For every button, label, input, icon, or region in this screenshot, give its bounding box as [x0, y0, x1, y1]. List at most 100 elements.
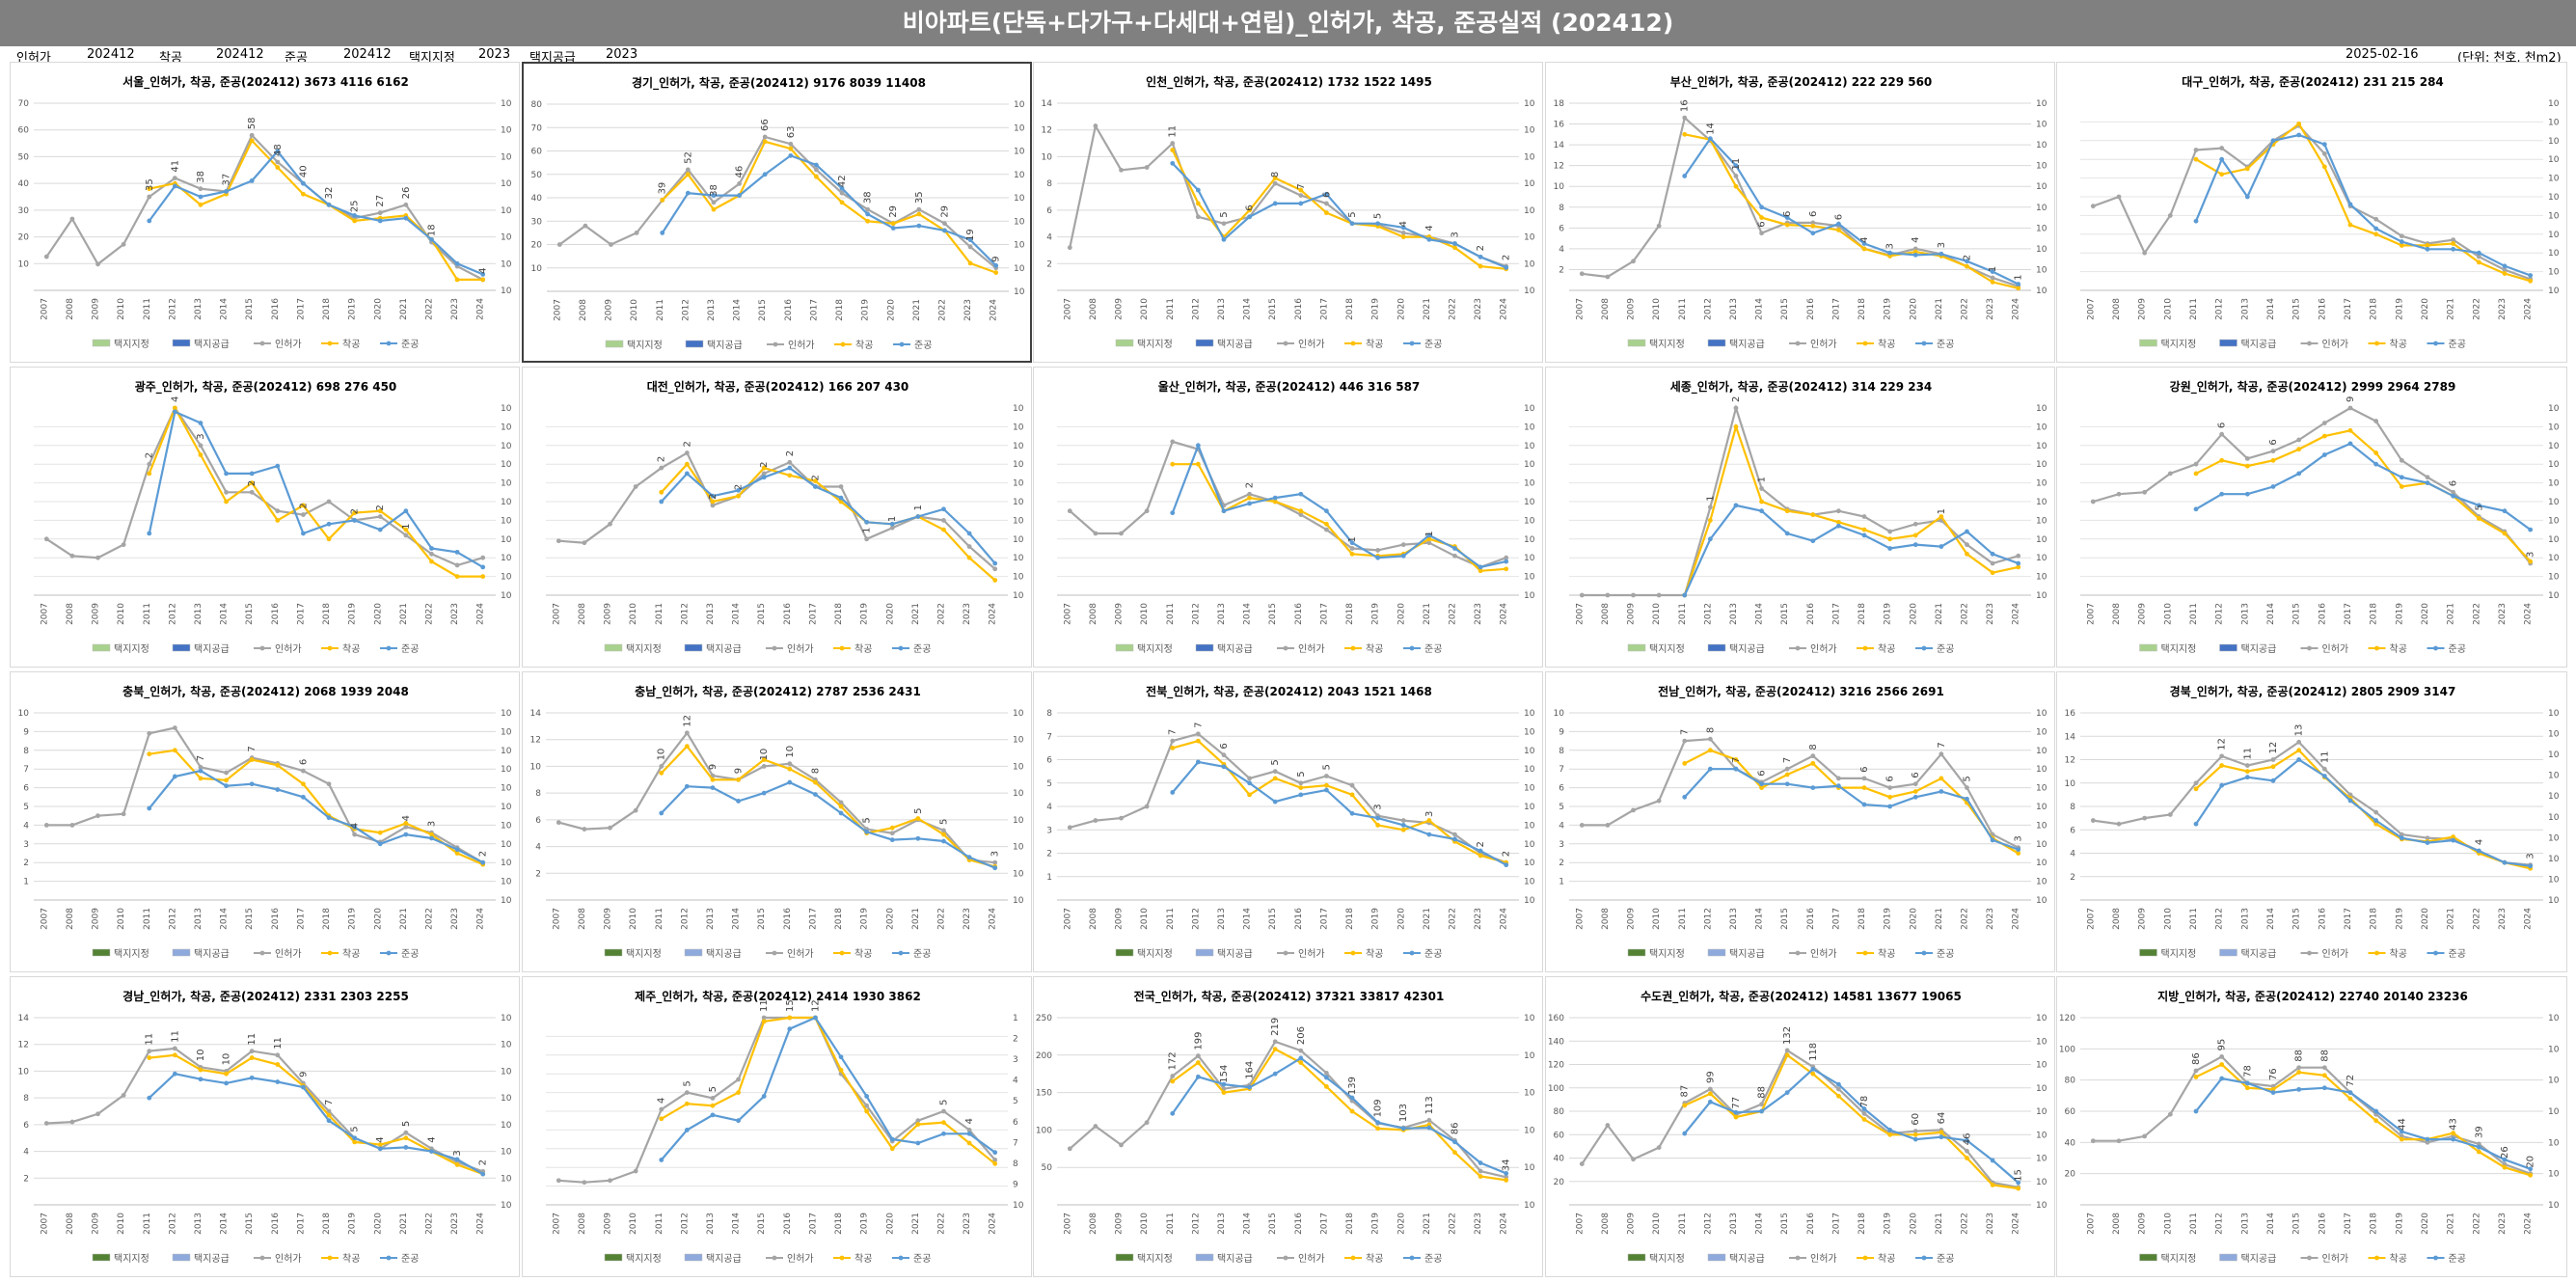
x-tick-label: 2024 — [2524, 603, 2534, 625]
legend-label: 택지지정 — [2161, 1253, 2197, 1265]
x-tick-label: 2022 — [1960, 1213, 1969, 1235]
data-point — [1965, 263, 1969, 269]
data-point — [1400, 823, 1406, 828]
x-tick-label: 2020 — [2421, 603, 2430, 625]
chart-panel[interactable]: 대구_인허가, 착공, 준공(202412) 231 215 284 10 10 10… — [2056, 62, 2567, 363]
x-tick-label: 2017 — [296, 908, 306, 930]
chart-panel[interactable]: 지방_인허가, 착공, 준공(202412) 22740 20140 23236… — [2056, 976, 2567, 1277]
x-tick-label: 2024 — [1500, 908, 1509, 930]
y2-tick-label: 10 — [2548, 855, 2560, 864]
data-point — [275, 1052, 281, 1058]
x-tick-label: 2009 — [2138, 603, 2148, 625]
y2-tick-label: 10 — [501, 404, 512, 414]
y2-tick-label: 10 — [501, 152, 512, 162]
data-label: 10 — [196, 1050, 206, 1062]
chart-panel[interactable]: 경북_인허가, 착공, 준공(202412) 2805 2909 3147 2 4 6… — [2056, 671, 2567, 972]
chart-panel[interactable]: 부산_인허가, 착공, 준공(202412) 222 229 560 2 4 6 8 10… — [1545, 62, 2055, 363]
chart-panel[interactable]: 경남_인허가, 착공, 준공(202412) 2331 2303 2255 2 4 6… — [10, 976, 520, 1277]
data-label: 11 — [2242, 748, 2253, 760]
permit-series — [556, 134, 999, 271]
y-tick-label: 16 — [2065, 709, 2076, 719]
y-tick-label: 1 — [23, 878, 29, 887]
y2-tick-label: 10 — [2548, 175, 2560, 184]
chart-panel[interactable]: 인천_인허가, 착공, 준공(202412) 1732 1522 1495 2 4 6… — [1033, 62, 1543, 363]
data-point — [659, 770, 664, 776]
data-point — [1170, 1078, 1176, 1084]
legend-marker — [773, 341, 778, 347]
chart-panel[interactable]: 강원_인허가, 착공, 준공(202412) 2999 2964 2789 10 1… — [2056, 367, 2567, 668]
data-point — [941, 1120, 946, 1126]
start-series — [659, 1015, 998, 1166]
complete-series-line — [1683, 504, 2020, 596]
legend-label: 택지지정 — [2161, 339, 2197, 350]
chart-panel[interactable]: 충북_인허가, 착공, 준공(202412) 2068 1939 2048 1 2 3… — [10, 671, 520, 972]
legend-swatch — [1195, 948, 1214, 957]
data-point — [787, 465, 793, 471]
chart-panel[interactable]: 광주_인허가, 착공, 준공(202412) 698 276 450 10 10 10… — [10, 367, 520, 668]
complete-series — [1170, 1055, 1509, 1176]
legend-marker — [259, 645, 265, 651]
chart-panel[interactable]: 서울_인허가, 착공, 준공(202412) 3673 4116 6162 10 2… — [10, 62, 520, 363]
data-point — [121, 811, 126, 817]
y2-tick-label: 10 — [1013, 554, 1024, 563]
data-point — [1324, 527, 1329, 532]
data-point — [839, 190, 845, 196]
chart-panel[interactable]: 경기_인허가, 착공, 준공(202412) 9176 8039 11408 10… — [522, 62, 1032, 363]
y2-tick-label: 10 — [501, 821, 512, 831]
y2-tick-label: 1 — [1013, 1014, 1018, 1023]
chart-panel[interactable]: 세종_인허가, 착공, 준공(202412) 314 229 234 10 10 10… — [1545, 367, 2055, 668]
chart-panel[interactable]: 전남_인허가, 착공, 준공(202412) 3216 2566 2691 1 2 3… — [1545, 671, 2055, 972]
x-tick-label: 2016 — [1294, 298, 1304, 320]
data-point — [1861, 776, 1867, 781]
y2-tick-label: 10 — [2548, 99, 2560, 109]
y-tick-label: 10 — [1554, 709, 1565, 719]
chart-panel[interactable]: 제주_인허가, 착공, 준공(202412) 2414 1930 3862 1 2 3… — [522, 976, 1032, 1277]
x-tick-label: 2023 — [963, 299, 973, 321]
y2-tick-label: 10 — [1524, 765, 1535, 775]
data-point — [2244, 769, 2250, 775]
data-point — [556, 242, 562, 247]
x-tick-label: 2019 — [1884, 1213, 1893, 1235]
data-point — [1221, 1090, 1227, 1095]
chart-panel[interactable]: 전북_인허가, 착공, 준공(202412) 2043 1521 1468 1 2 3… — [1033, 671, 1543, 972]
x-tick-label: 2022 — [936, 908, 946, 930]
chart-panel[interactable]: 전국_인허가, 착공, 준공(202412) 37321 33817 42301… — [1033, 976, 1543, 1277]
chart-panel[interactable]: 충남_인허가, 착공, 준공(202412) 2787 2536 2431 2 4 6… — [522, 671, 1032, 972]
data-point — [1759, 785, 1764, 790]
data-point — [1887, 1132, 1893, 1137]
data-point — [1324, 1071, 1329, 1076]
chart-panel[interactable]: 수도권_인허가, 착공, 준공(202412) 14581 13677 1906… — [1545, 976, 2055, 1277]
permit-series — [1579, 1048, 2021, 1190]
data-point — [326, 1112, 332, 1118]
legend-marker — [1795, 645, 1801, 651]
data-point — [1759, 508, 1764, 514]
x-tick-label: 2021 — [911, 603, 921, 625]
y-tick-label: 3 — [1046, 826, 1052, 835]
data-point — [1707, 1086, 1713, 1092]
data-label: 3 — [1424, 811, 1435, 817]
start-series-line — [2195, 429, 2532, 562]
data-point — [1452, 1139, 1457, 1145]
data-point — [1707, 536, 1713, 542]
chart-panel[interactable]: 대전_인허가, 착공, 준공(202412) 166 207 430 10 10 10… — [522, 367, 1032, 668]
data-point — [2528, 527, 2534, 532]
info-date: 2025-02-16 — [2346, 47, 2419, 62]
y-tick-label: 3 — [1559, 840, 1564, 850]
y-tick-label: 8 — [23, 1094, 29, 1104]
data-point — [1605, 592, 1611, 598]
data-label: 5 — [708, 1086, 719, 1092]
x-tick-label: 2012 — [680, 908, 690, 930]
y-tick-label: 60 — [531, 148, 543, 157]
gridlines — [1569, 102, 2031, 270]
x-tick-label: 2016 — [1806, 298, 1816, 320]
complete-series-line — [1172, 162, 1507, 269]
data-label: 35 — [914, 191, 925, 204]
data-point — [1067, 245, 1072, 251]
x-tick-label: 2020 — [886, 299, 896, 321]
data-point — [2296, 757, 2302, 762]
data-point — [967, 237, 973, 243]
y-tick-label: 8 — [2070, 803, 2075, 812]
chart-panel[interactable]: 울산_인허가, 착공, 준공(202412) 446 316 587 10 10 10… — [1033, 367, 1543, 668]
data-point — [1759, 499, 1764, 505]
data-point — [556, 820, 561, 826]
